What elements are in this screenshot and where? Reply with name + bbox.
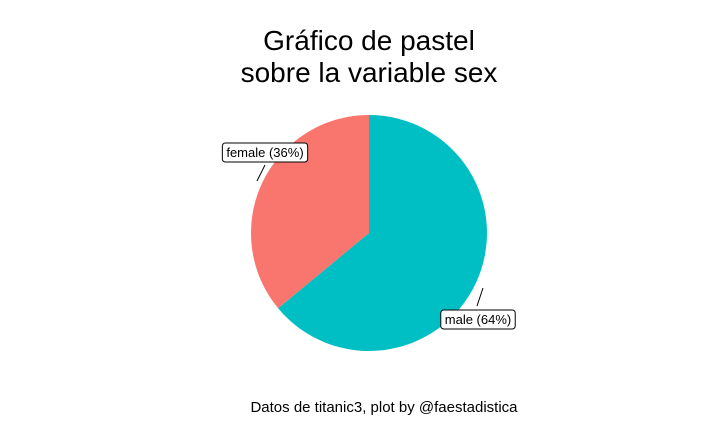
slice-labels: male (64%) female (36%) <box>221 142 516 330</box>
leader-line-male <box>476 287 484 307</box>
chart-caption: Datos de titanic3, plot by @faestadistic… <box>250 399 518 416</box>
pie-slice-female <box>250 115 369 309</box>
slice-label-male: male (64%) <box>440 287 516 330</box>
chart-title-line-2: sobre la variable sex <box>241 57 498 88</box>
leader-line-female <box>256 164 266 182</box>
label-box-male <box>440 309 516 330</box>
slice-label-female: female (36%) <box>221 142 309 182</box>
label-box-female <box>221 142 309 163</box>
pie-slices <box>250 115 487 351</box>
chart-title-line-1: Gráfico de pastel <box>263 25 475 56</box>
label-text-male: male (64%) <box>445 312 511 327</box>
pie-slice-male <box>278 115 487 351</box>
label-text-female: female (36%) <box>226 145 303 160</box>
